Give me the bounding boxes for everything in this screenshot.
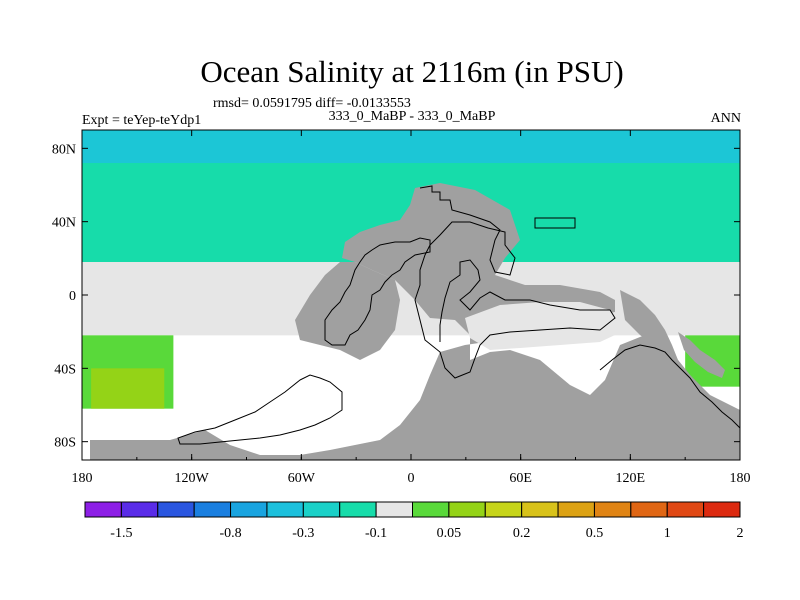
colorbar-swatch [193,501,232,518]
coastline-upper [324,237,431,346]
colorbar-swatch [302,501,341,518]
x-tick-label: 60W [288,471,316,486]
map-plot [82,130,741,460]
coastline-south [177,374,343,445]
land-east-block [620,290,740,430]
x-tick-label: 180 [72,471,93,486]
x-axis: 180 120W 60W 0 60E 120E 180 [72,130,751,486]
experiment-label: Expt = teYep-teYdp1 [82,113,201,128]
colorbar-swatch [703,501,741,518]
colorbar-label: -0.1 [365,526,387,541]
land-east-island [678,332,725,378]
colorbar-label: -0.3 [292,526,314,541]
colorbar-swatch [120,501,159,518]
land-continent-west [90,183,740,460]
y-tick-label: 40S [54,362,76,377]
x-tick-label: 180 [730,471,751,486]
inland-sea [465,302,620,350]
colorbar-swatch [521,501,559,518]
colorbar-swatch [593,501,632,518]
x-tick-label: 120W [175,471,210,486]
region-south-west-yellow [91,368,165,409]
colorbar-swatch [484,501,523,518]
coastlines [177,185,741,445]
colorbar-label: -1.5 [110,526,132,541]
stats-line: rmsd= 0.0591795 diff= -0.0133553 [213,96,411,111]
colorbar-label: 0.2 [513,526,531,541]
x-tick-label: 0 [408,471,415,486]
colorbar-swatch [84,501,122,518]
colorbar-swatch [412,501,450,518]
colorbar-swatch [339,501,377,518]
colorbar-swatch [666,501,705,518]
y-tick-label: 40N [52,216,76,231]
colorbar-swatch [630,501,668,518]
colorbar-label: 0.05 [437,526,462,541]
colorbar-label: 1 [664,526,671,541]
x-tick-label: 120E [616,471,646,486]
colorbar-swatch [266,501,304,518]
coastline-inland-strip [534,217,576,229]
x-tick-label: 60E [509,471,532,486]
land-upper-peninsula [295,262,400,360]
coastline-east [599,344,741,429]
chart-subtitle: 333_0_MaBP - 333_0_MaBP [329,109,496,124]
colorbar-swatch [157,501,195,518]
y-tick-label: 80S [54,436,76,451]
colorbar-swatch [375,501,414,518]
colorbar-label: 0.5 [586,526,604,541]
land-mask [90,183,740,460]
colorbar: -1.5 -0.8 -0.3 -0.1 0.05 0.2 0.5 1 2 [84,501,744,541]
y-tick-label: 0 [69,289,76,304]
y-tick-label: 80N [52,142,76,157]
y-axis: 80N 40N 0 40S 80S [52,142,740,451]
colorbar-swatch [557,501,595,518]
coastline-main [414,185,616,379]
season-label: ANN [711,111,741,126]
colorbar-swatch [448,501,486,518]
chart-title: Ocean Salinity at 2116m (in PSU) [200,54,623,89]
colorbar-label: 2 [737,526,744,541]
colorbar-label: -0.8 [219,526,241,541]
colorbar-swatch [230,501,268,518]
